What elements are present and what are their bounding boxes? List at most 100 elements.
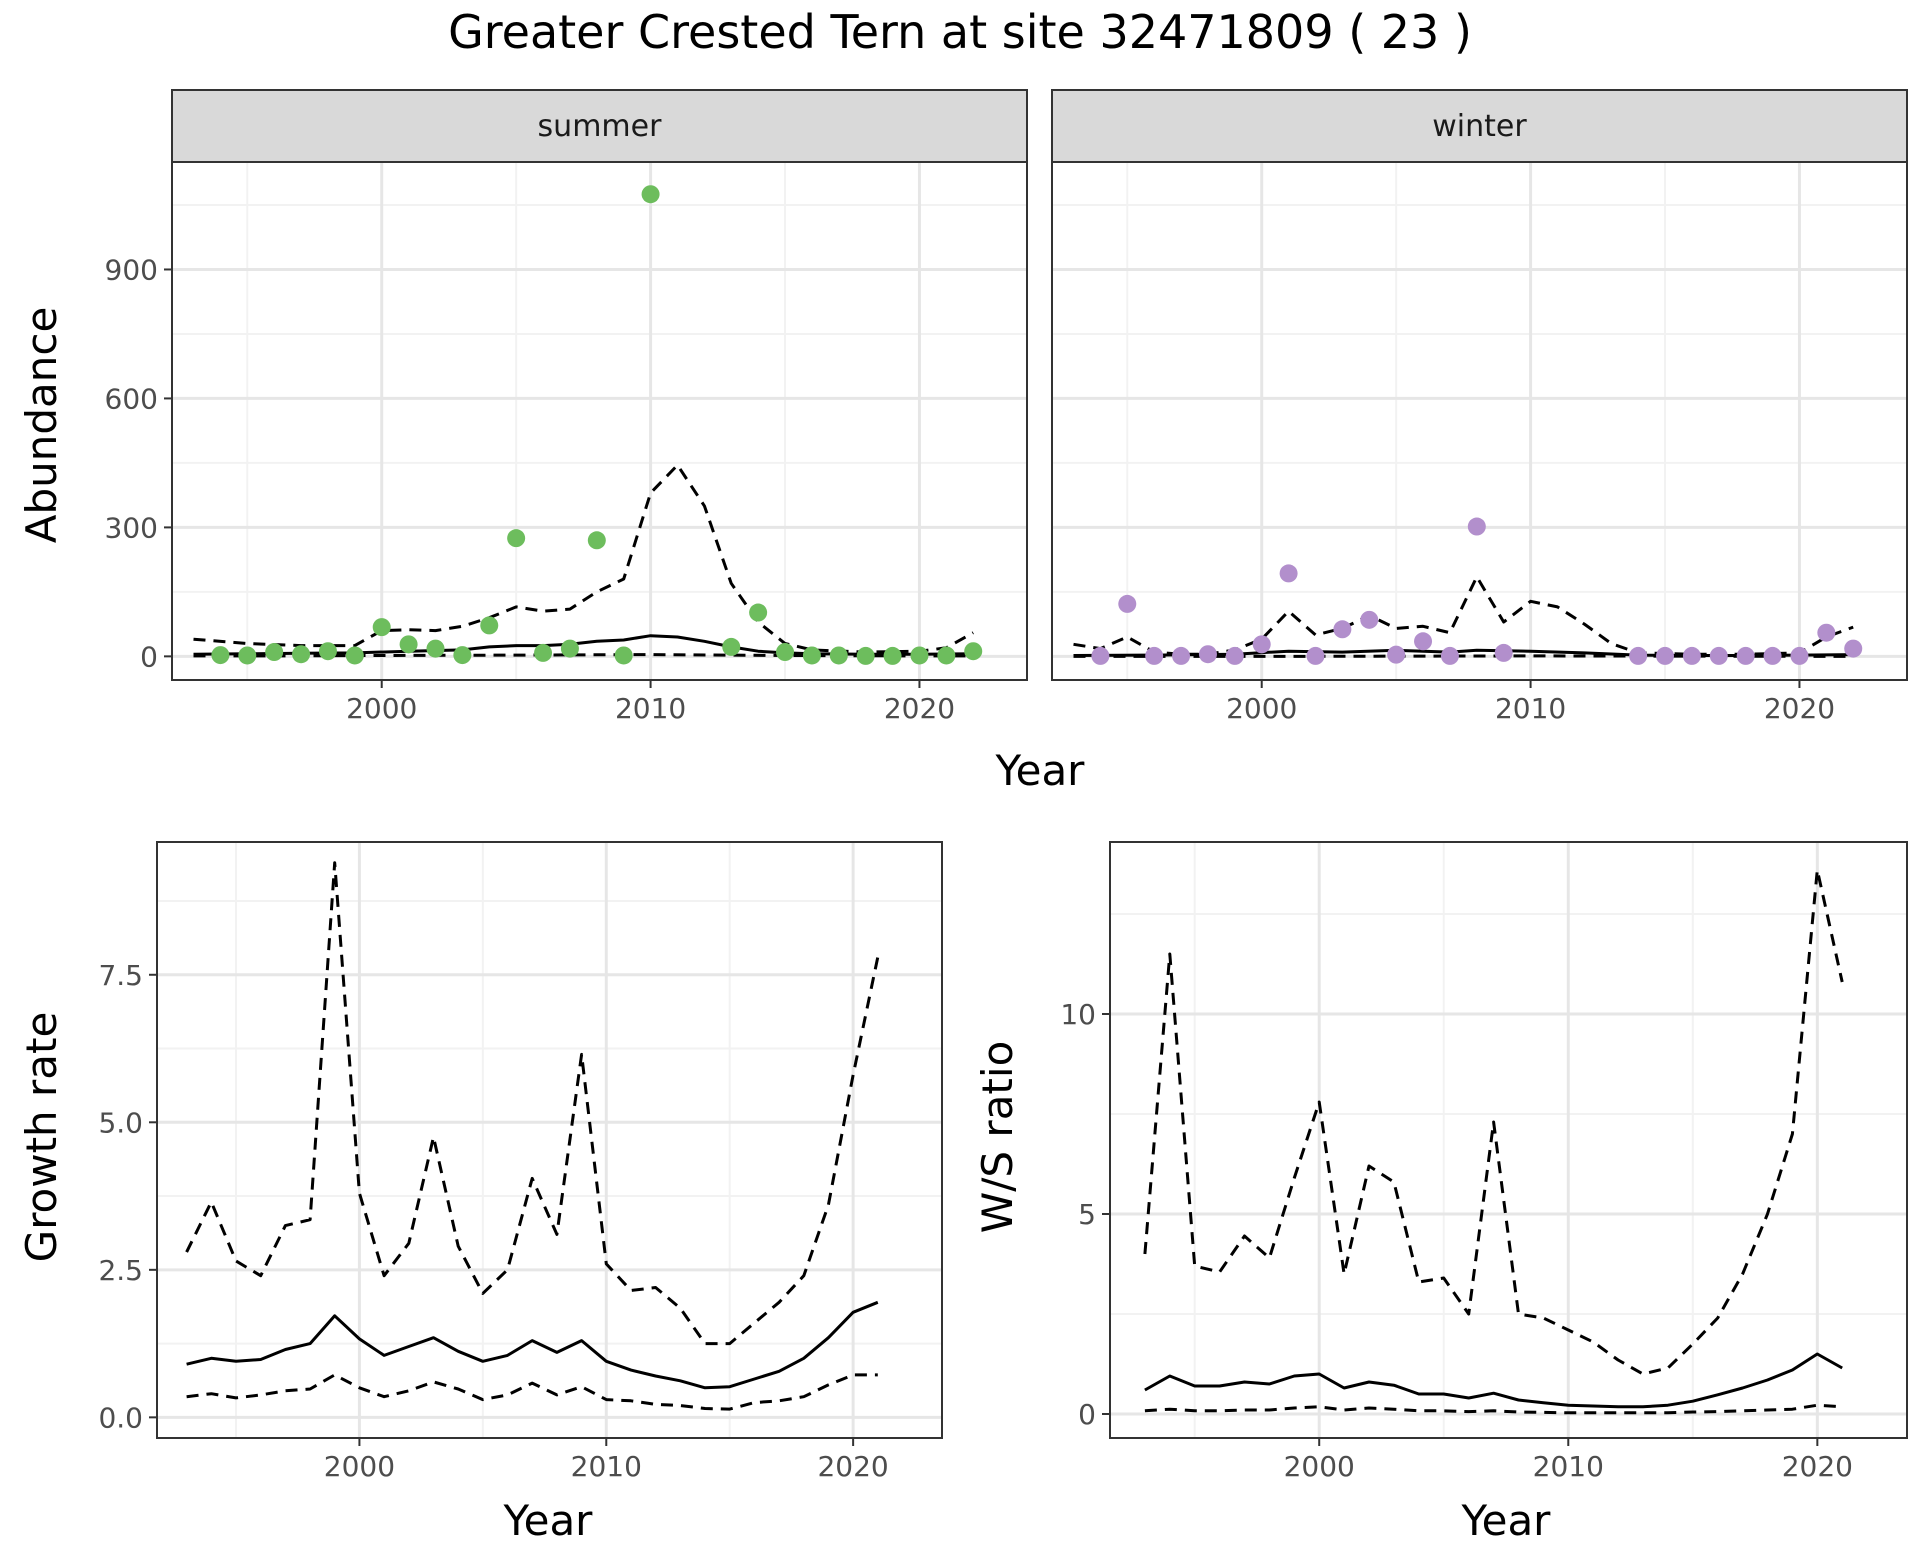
y-tick-label: 600 xyxy=(105,382,158,415)
panel-border xyxy=(1051,161,1908,681)
data-point xyxy=(641,185,660,204)
data-point xyxy=(1414,632,1433,651)
y-tick-label: 0 xyxy=(140,640,158,673)
growth-y-axis-title: Growth rate xyxy=(17,1012,66,1263)
data-point xyxy=(829,646,848,665)
growth-plot-area: 2000 2010 2020 0.0 2.5 5.0 7.5 xyxy=(98,841,943,1483)
data-point xyxy=(480,616,499,635)
data-point xyxy=(560,639,579,658)
x-tick-label: 2000 xyxy=(324,1450,395,1483)
data-point xyxy=(1360,610,1379,629)
growth-rate-chart: 2000 2010 2020 0.0 2.5 5.0 7.5 Year Growth rat… xyxy=(17,841,943,1545)
y-tick-label: 300 xyxy=(105,511,158,544)
x-tick-label: 2020 xyxy=(1764,692,1835,725)
data-point xyxy=(426,639,445,658)
y-tick-label: 5 xyxy=(1078,1198,1096,1231)
data-point xyxy=(910,646,929,665)
abundance-x-axis-title: Year xyxy=(995,746,1086,795)
winter-panel: winter 2000 2010 2020 xyxy=(1051,89,1908,725)
x-tick-label: 2000 xyxy=(346,692,417,725)
winter-plot-area: 2000 2010 2020 xyxy=(1051,161,1908,725)
data-point xyxy=(318,642,337,661)
data-point xyxy=(883,646,902,665)
panel-background xyxy=(172,162,1027,680)
panel-background xyxy=(1110,842,1907,1438)
summer-strip-label: summer xyxy=(538,109,663,144)
data-point xyxy=(534,643,553,662)
data-point xyxy=(399,635,418,654)
data-point xyxy=(1333,620,1352,639)
ws-plot-area: 2000 2010 2020 0 5 10 xyxy=(1060,841,1908,1483)
data-point xyxy=(1091,646,1110,665)
data-point xyxy=(1118,594,1137,613)
data-point xyxy=(453,646,472,665)
data-point xyxy=(1145,646,1164,665)
y-tick-label: 2.5 xyxy=(98,1254,143,1287)
panel-border xyxy=(156,841,943,1439)
winter-strip-label: winter xyxy=(1432,109,1527,144)
ws-y-axis-title: W/S ratio xyxy=(973,1041,1022,1234)
panel-background xyxy=(157,842,942,1438)
y-tick-label: 900 xyxy=(105,253,158,286)
data-point xyxy=(1763,646,1782,665)
summer-strip xyxy=(171,89,1028,163)
data-point xyxy=(265,643,284,662)
panel-background xyxy=(1052,162,1907,680)
data-point xyxy=(1198,645,1217,664)
data-point xyxy=(1440,646,1459,665)
ws-ratio-chart: 2000 2010 2020 0 5 10 Year W/S ratio xyxy=(973,841,1908,1545)
data-point xyxy=(1306,646,1325,665)
y-tick-label: 10 xyxy=(1060,998,1096,1031)
data-point xyxy=(802,646,821,665)
ws-x-axis-title: Year xyxy=(1461,1496,1552,1545)
upper-bound-line xyxy=(1143,868,1844,1376)
data-point xyxy=(722,637,741,656)
data-point xyxy=(345,646,364,665)
data-point xyxy=(1279,564,1298,583)
x-tick-label: 2000 xyxy=(1284,1450,1355,1483)
x-tick-label: 2010 xyxy=(1495,692,1566,725)
data-point xyxy=(238,646,257,665)
data-point xyxy=(211,646,230,665)
growth-x-axis-title: Year xyxy=(503,1496,594,1545)
estimate-line xyxy=(193,634,974,656)
data-point xyxy=(292,645,311,664)
data-point xyxy=(749,603,768,622)
chart-title: Greater Crested Tern at site 32471809 ( … xyxy=(448,5,1472,59)
data-point xyxy=(614,646,633,665)
data-point xyxy=(372,618,391,637)
data-point xyxy=(587,531,606,550)
data-point xyxy=(856,646,875,665)
data-point xyxy=(1682,646,1701,665)
x-tick-label: 2010 xyxy=(571,1450,642,1483)
y-tick-label: 0.0 xyxy=(98,1401,143,1434)
data-point xyxy=(1656,646,1675,665)
data-point xyxy=(1736,646,1755,665)
x-tick-label: 2010 xyxy=(615,692,686,725)
data-point xyxy=(1172,646,1191,665)
abundance-chart: summer 2000 2010 2020 0 300 600 900 winter 200… xyxy=(17,89,1908,795)
y-tick-label: 5.0 xyxy=(98,1106,143,1139)
data-point xyxy=(1629,646,1648,665)
x-tick-label: 2010 xyxy=(1533,1450,1604,1483)
y-tick-label: 0 xyxy=(1078,1398,1096,1431)
data-point xyxy=(1817,623,1836,642)
x-tick-label: 2020 xyxy=(817,1450,888,1483)
summer-panel: summer 2000 2010 2020 0 300 600 900 xyxy=(105,89,1028,725)
lower-bound-line xyxy=(1144,1403,1843,1415)
data-point xyxy=(1387,645,1406,664)
data-point xyxy=(1225,646,1244,665)
summer-plot-area: 2000 2010 2020 0 300 600 900 xyxy=(105,161,1028,725)
data-point xyxy=(507,529,526,548)
data-point xyxy=(1709,646,1728,665)
x-tick-label: 2020 xyxy=(884,692,955,725)
data-point xyxy=(1494,643,1513,662)
data-point xyxy=(1252,635,1271,654)
x-tick-label: 2000 xyxy=(1226,692,1297,725)
lower-bound-line xyxy=(186,1373,878,1411)
estimate-line xyxy=(1144,1352,1843,1409)
panel-border xyxy=(171,161,1028,681)
x-tick-label: 2020 xyxy=(1782,1450,1853,1483)
panel-border xyxy=(1109,841,1908,1439)
